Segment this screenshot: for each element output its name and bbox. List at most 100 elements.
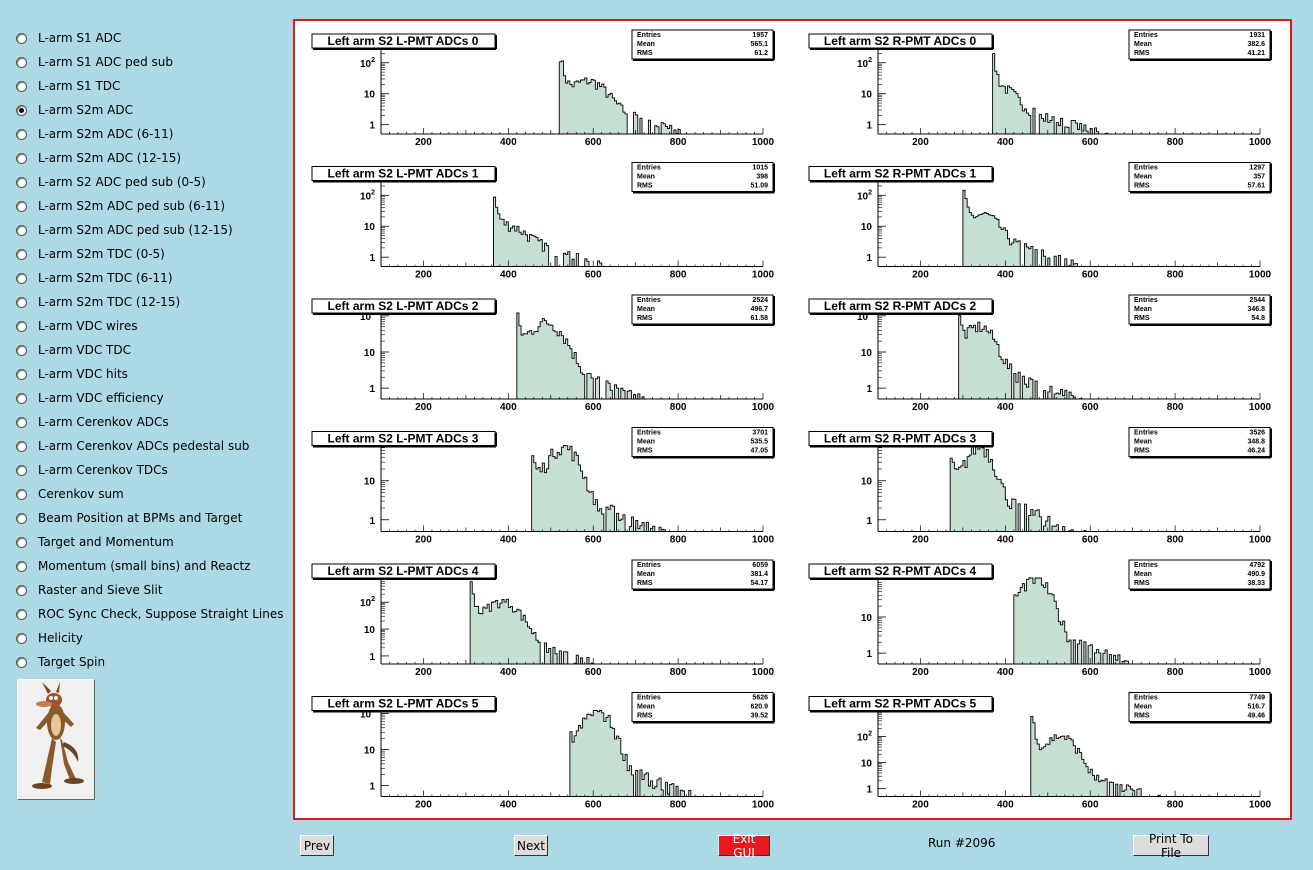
histogram-pad: 200 400 600 800 1000 1 10 Left arm S2 R-PMT ADC… (808, 427, 1272, 546)
stats-rms-value: 47.05 (750, 448, 768, 455)
histogram-bins (381, 312, 763, 400)
x-tick-label: 400 (997, 137, 1014, 148)
stats-box (1128, 427, 1271, 457)
pad-title: Left arm S2 R-PMT ADCs 2 (824, 299, 977, 313)
radio-button-icon[interactable] (16, 368, 27, 380)
prev-button[interactable]: Prev (300, 835, 334, 856)
radio-button-icon[interactable] (16, 560, 27, 572)
radio-option[interactable]: L-arm S2m ADC ped sub (6-11) (16, 196, 225, 216)
radio-button-icon[interactable] (16, 128, 27, 140)
radio-option-label: L-arm S2 ADC ped sub (0-5) (38, 175, 206, 189)
x-tick-label: 1000 (752, 667, 775, 678)
radio-option-label: ROC Sync Check, Suppose Straight Lines (38, 607, 284, 621)
radio-option-label: L-arm S2m ADC (6-11) (38, 127, 174, 141)
radio-option[interactable]: Beam Position at BPMs and Target (16, 508, 242, 528)
radio-button-icon[interactable] (16, 104, 27, 116)
radio-button-icon[interactable] (16, 32, 27, 44)
stats-mean-label: Mean (1134, 439, 1152, 446)
radio-option[interactable]: Target and Momentum (16, 532, 174, 552)
stats-entries-value: 3701 (752, 430, 768, 437)
radio-option[interactable]: ROC Sync Check, Suppose Straight Lines (16, 604, 283, 624)
y-tick-label: 102 (360, 57, 375, 70)
radio-option[interactable]: L-arm S2m TDC (12-15) (16, 292, 180, 312)
stats-box (631, 294, 774, 325)
radio-button-icon[interactable] (16, 440, 27, 452)
radio-option[interactable]: L-arm S2m ADC (6-11) (16, 124, 173, 144)
stats-rms-label: RMS (1134, 183, 1150, 190)
radio-button-icon[interactable] (16, 320, 27, 332)
stats-rms-label: RMS (1134, 315, 1150, 322)
radio-button-icon[interactable] (16, 584, 27, 596)
radio-option[interactable]: Helicity (16, 628, 83, 648)
radio-option[interactable]: L-arm S2m TDC (6-11) (16, 268, 173, 288)
radio-button-icon[interactable] (16, 392, 27, 404)
radio-option[interactable]: L-arm S2m ADC ped sub (12-15) (16, 220, 233, 240)
radio-button-icon[interactable] (16, 200, 27, 212)
radio-button-icon[interactable] (16, 608, 27, 620)
radio-button-icon[interactable] (16, 632, 27, 644)
radio-option[interactable]: Raster and Sieve Slit (16, 580, 163, 600)
stats-entries-label: Entries (637, 695, 661, 702)
radio-option[interactable]: Cerenkov sum (16, 484, 124, 504)
radio-option[interactable]: L-arm S1 ADC ped sub (16, 52, 173, 72)
x-tick-label: 400 (997, 535, 1014, 546)
pad-title: Left arm S2 R-PMT ADCs 0 (824, 34, 977, 48)
radio-option[interactable]: L-arm S2 ADC ped sub (0-5) (16, 172, 206, 192)
x-tick-label: 800 (670, 800, 687, 811)
print-to-file-button[interactable]: Print To File (1133, 832, 1209, 860)
radio-option[interactable]: Momentum (small bins) and Reactz (16, 556, 250, 576)
y-tick-label: 102 (857, 57, 872, 70)
radio-option[interactable]: L-arm Cerenkov ADCs (16, 412, 169, 432)
radio-button-icon[interactable] (16, 656, 27, 668)
exit-gui-button[interactable]: Exit GUI (718, 832, 770, 860)
stats-box (631, 559, 774, 590)
radio-button-icon[interactable] (16, 296, 27, 308)
radio-option[interactable]: L-arm Cerenkov TDCs (16, 460, 168, 480)
stats-box (631, 692, 774, 722)
stats-entries-label: Entries (1134, 32, 1158, 39)
radio-option-label: L-arm S2m ADC (12-15) (38, 151, 182, 165)
stats-mean-value: 381.4 (750, 571, 768, 578)
radio-button-icon[interactable] (16, 176, 27, 188)
next-button[interactable]: Next (514, 835, 548, 856)
y-tick-label: 1 (369, 253, 375, 264)
radio-button-icon[interactable] (16, 512, 27, 524)
radio-option-label: L-arm S2m TDC (6-11) (38, 271, 173, 285)
radio-button-icon[interactable] (16, 536, 27, 548)
y-tick-label: 10 (861, 348, 873, 359)
radio-button-icon[interactable] (16, 80, 27, 92)
radio-option[interactable]: L-arm VDC efficiency (16, 388, 164, 408)
y-tick-label: 1 (369, 384, 375, 395)
y-tick-label: 1 (866, 253, 872, 264)
stats-mean-label: Mean (1134, 571, 1152, 578)
stats-rms-label: RMS (637, 448, 653, 455)
radio-option[interactable]: L-arm S2m TDC (0-5) (16, 244, 165, 264)
radio-option[interactable]: L-arm S1 ADC (16, 28, 121, 48)
radio-option[interactable]: L-arm VDC wires (16, 316, 137, 336)
radio-button-icon[interactable] (16, 464, 27, 476)
radio-option[interactable]: L-arm S2m ADC (16, 100, 133, 120)
x-tick-label: 1000 (752, 402, 775, 413)
stats-rms-label: RMS (637, 713, 653, 720)
radio-button-icon[interactable] (16, 272, 27, 284)
radio-button-icon[interactable] (16, 416, 27, 428)
radio-option[interactable]: L-arm Cerenkov ADCs pedestal sub (16, 436, 249, 456)
histogram-line (878, 189, 1260, 267)
x-tick-label: 800 (670, 270, 687, 281)
radio-option[interactable]: L-arm S1 TDC (16, 76, 120, 96)
radio-option[interactable]: L-arm VDC TDC (16, 340, 131, 360)
y-tick-label: 10 (364, 90, 376, 101)
radio-button-icon[interactable] (16, 56, 27, 68)
radio-option-label: Target Spin (38, 655, 106, 669)
radio-option[interactable]: Target Spin (16, 652, 105, 672)
radio-option-label: Momentum (small bins) and Reactz (38, 559, 251, 573)
radio-button-icon[interactable] (16, 344, 27, 356)
radio-button-icon[interactable] (16, 152, 27, 164)
radio-option[interactable]: L-arm S2m ADC (12-15) (16, 148, 181, 168)
radio-option-label: L-arm VDC hits (38, 367, 128, 381)
radio-option[interactable]: L-arm VDC hits (16, 364, 128, 384)
radio-button-icon[interactable] (16, 224, 27, 236)
radio-button-icon[interactable] (16, 488, 27, 500)
radio-button-icon[interactable] (16, 248, 27, 260)
stats-entries-value: 1015 (752, 165, 768, 172)
